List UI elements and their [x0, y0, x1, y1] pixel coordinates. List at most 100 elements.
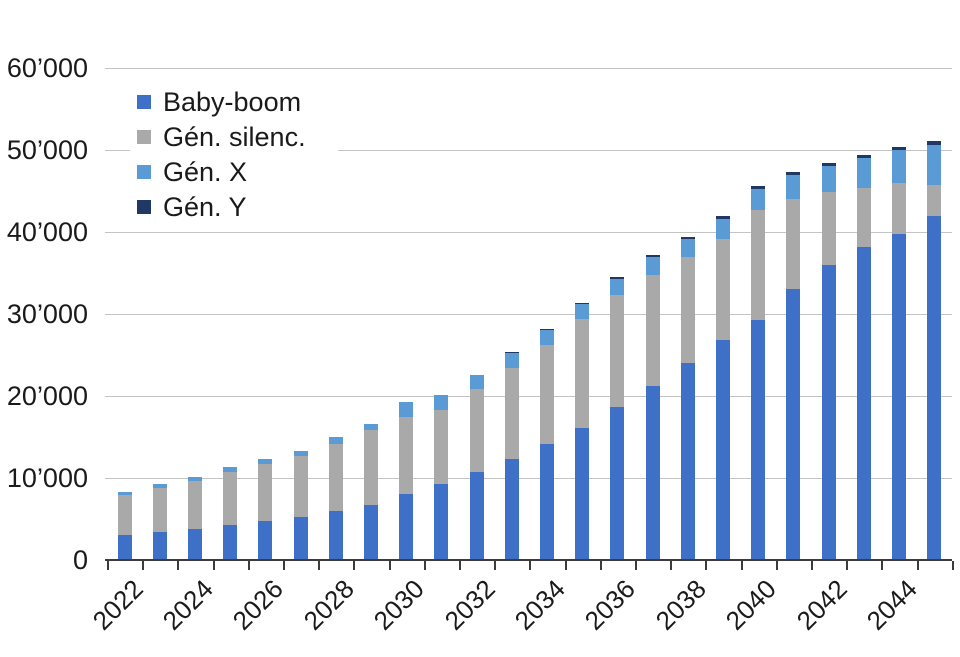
x-axis-tick-label: 2034: [508, 573, 571, 636]
bar-2035-baby-boom: [575, 428, 589, 560]
bar-2041-g-n-silenc: [786, 199, 800, 289]
bar-2033-g-n-x: [505, 353, 519, 368]
x-axis-tick: [107, 561, 109, 570]
x-axis-tick: [635, 561, 637, 570]
bar-2024-g-n-silenc: [188, 481, 202, 529]
bar-2040-g-n-y: [751, 186, 765, 189]
legend-item-g-n-x: Gén. X: [137, 154, 338, 189]
bar-2042-g-n-x: [822, 166, 836, 192]
x-axis-tick: [177, 561, 179, 570]
bar-2045-g-n-y: [927, 141, 941, 145]
bar-2026-baby-boom: [258, 521, 272, 560]
bar-2045-g-n-silenc: [927, 185, 941, 216]
bar-2043-g-n-y: [857, 155, 871, 158]
bar-2027-baby-boom: [294, 517, 308, 560]
x-axis-tick: [776, 561, 778, 570]
bar-2038-g-n-y: [681, 237, 695, 239]
legend-label: Gén. silenc.: [163, 121, 306, 152]
bar-2040-g-n-x: [751, 189, 765, 210]
x-axis-tick: [389, 561, 391, 570]
bar-2024-baby-boom: [188, 529, 202, 560]
bar-2038-g-n-silenc: [681, 257, 695, 363]
bar-2028-g-n-x: [329, 437, 343, 444]
legend-swatch: [137, 199, 151, 214]
x-axis-tick: [142, 561, 144, 570]
legend-item-baby-boom: Baby-boom: [137, 84, 338, 119]
bar-2043-g-n-silenc: [857, 188, 871, 247]
bar-2023-g-n-x: [153, 484, 167, 488]
y-axis-tick-label: 0: [72, 545, 88, 575]
bar-2040-baby-boom: [751, 320, 765, 560]
bar-2026-g-n-silenc: [258, 464, 272, 521]
bar-2022-g-n-silenc: [118, 495, 132, 535]
bar-2034-g-n-y: [540, 329, 554, 330]
x-axis-tick: [705, 561, 707, 570]
bar-2036-g-n-x: [610, 279, 624, 295]
x-axis-tick-label: 2040: [719, 573, 782, 636]
x-axis-tick-label: 2042: [790, 573, 853, 636]
bar-2035-g-n-y: [575, 303, 589, 304]
legend-label: Gén. Y: [163, 191, 247, 222]
x-axis-tick: [565, 561, 567, 570]
bar-2027-g-n-x: [294, 451, 308, 456]
bar-2032-baby-boom: [470, 472, 484, 560]
x-axis-tick-label: 2036: [578, 573, 641, 636]
bar-2044-g-n-silenc: [892, 183, 906, 234]
bar-2036-g-n-y: [610, 277, 624, 279]
bar-2037-g-n-x: [646, 257, 660, 275]
x-axis-tick: [494, 561, 496, 570]
x-axis-tick: [811, 561, 813, 570]
bar-2026-g-n-x: [258, 459, 272, 464]
bar-2038-g-n-x: [681, 239, 695, 257]
y-axis-tick-label: 30’000: [6, 299, 88, 329]
bar-2027-g-n-silenc: [294, 456, 308, 517]
bar-2029-g-n-x: [364, 424, 378, 430]
bar-2041-baby-boom: [786, 289, 800, 560]
bar-2033-g-n-silenc: [505, 368, 519, 459]
bar-2030-g-n-x: [399, 402, 413, 417]
bar-2037-baby-boom: [646, 386, 660, 560]
legend-swatch: [137, 129, 151, 144]
gridline-20000: [105, 396, 952, 397]
x-axis-tick-label: 2026: [226, 573, 289, 636]
x-axis-tick-label: 2028: [297, 573, 360, 636]
y-axis-tick-label: 50’000: [6, 135, 88, 165]
x-axis-tick-label: 2044: [860, 573, 923, 636]
bar-2034-baby-boom: [540, 444, 554, 560]
bar-2043-baby-boom: [857, 247, 871, 560]
bar-2037-g-n-y: [646, 255, 660, 257]
bar-2034-g-n-x: [540, 330, 554, 345]
x-axis-tick: [881, 561, 883, 570]
x-axis-tick-label: 2024: [156, 573, 219, 636]
bar-2025-g-n-silenc: [223, 472, 237, 525]
bar-2033-baby-boom: [505, 459, 519, 560]
bar-2039-baby-boom: [716, 340, 730, 560]
bar-2045-g-n-x: [927, 145, 941, 185]
x-axis-tick: [353, 561, 355, 570]
bar-2030-baby-boom: [399, 494, 413, 560]
y-axis-tick-label: 10’000: [6, 463, 88, 493]
x-axis-tick: [741, 561, 743, 570]
bar-2045-baby-boom: [927, 216, 941, 560]
x-axis-tick: [283, 561, 285, 570]
x-axis-tick: [917, 561, 919, 570]
x-axis-tick-label: 2038: [649, 573, 712, 636]
gridline-30000: [105, 314, 952, 315]
bar-2042-baby-boom: [822, 265, 836, 560]
x-axis-tick: [670, 561, 672, 570]
bar-2044-g-n-x: [892, 150, 906, 183]
bar-2024-g-n-x: [188, 477, 202, 481]
bar-2025-baby-boom: [223, 525, 237, 560]
x-axis-tick: [600, 561, 602, 570]
x-axis-tick-label: 2030: [367, 573, 430, 636]
gridline-60000: [105, 68, 952, 69]
bar-2034-g-n-silenc: [540, 345, 554, 444]
bar-2029-baby-boom: [364, 505, 378, 560]
x-axis-tick: [213, 561, 215, 570]
bar-2038-baby-boom: [681, 363, 695, 560]
x-axis-tick-label: 2032: [438, 573, 501, 636]
bar-2041-g-n-y: [786, 172, 800, 175]
bar-2031-g-n-silenc: [434, 410, 448, 484]
bar-2030-g-n-silenc: [399, 417, 413, 494]
bar-2039-g-n-silenc: [716, 239, 730, 340]
